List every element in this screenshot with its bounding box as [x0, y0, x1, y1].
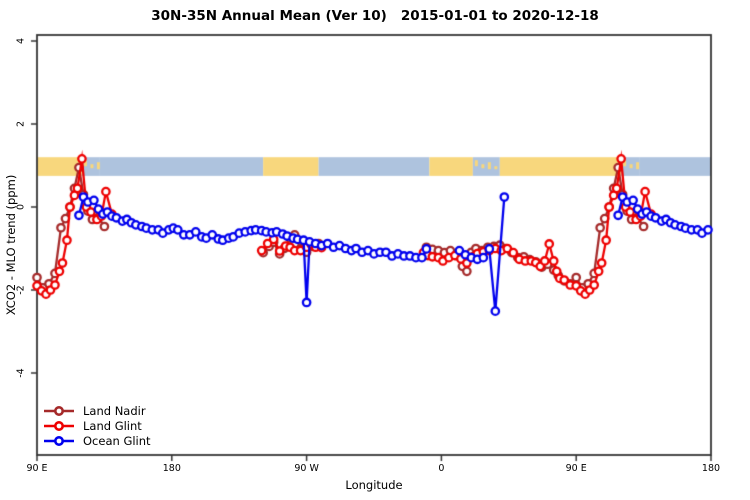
y-tick-label: 0 — [15, 203, 27, 211]
chart-title: 30N-35N Annual Mean (Ver 10) 2015-01-01 … — [151, 8, 599, 24]
x-tick-label: 180 — [162, 463, 181, 474]
legend-entry: Ocean Glint — [44, 433, 151, 448]
x-tick-label: 90 E — [26, 463, 48, 474]
y-tick-label: -4 — [15, 368, 27, 378]
legend-entry: Land Nadir — [44, 403, 151, 418]
legend-label: Land Nadir — [83, 403, 146, 418]
y-tick-label: -2 — [15, 285, 27, 295]
legend-line-marker-icon — [44, 405, 74, 416]
x-tick-label: 0 — [438, 463, 445, 474]
x-tick-label: 90 W — [294, 463, 319, 474]
y-tick-label: 2 — [15, 120, 27, 128]
legend-label: Land Glint — [83, 418, 142, 433]
y-tick-label: 4 — [15, 37, 27, 45]
legend-line-marker-icon — [44, 435, 74, 446]
x-axis-label: Longitude — [345, 478, 403, 492]
chart-legend: Land Nadir Land Glint Ocean Glint — [44, 403, 151, 448]
x-tick-label: 180 — [701, 463, 721, 474]
legend-line-marker-icon — [44, 420, 74, 431]
x-tick-label: 90 E — [565, 463, 587, 474]
legend-label: Ocean Glint — [83, 433, 151, 448]
legend-entry: Land Glint — [44, 418, 151, 433]
